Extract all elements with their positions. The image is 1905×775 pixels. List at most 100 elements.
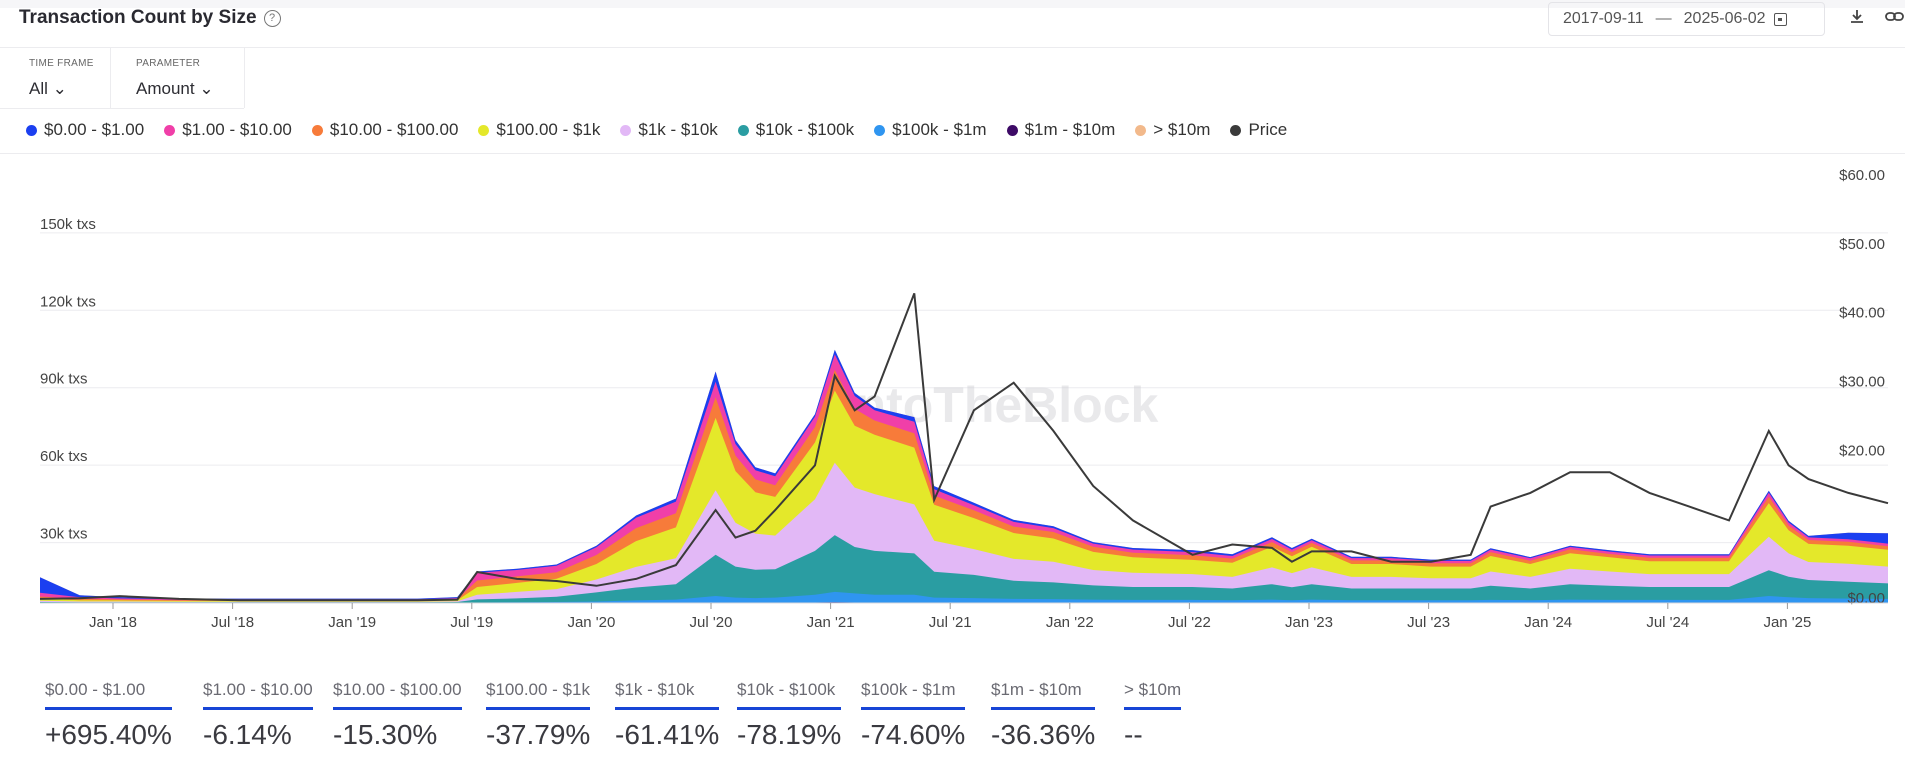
y-right-tick-label: $50.00 xyxy=(1839,236,1885,253)
legend-label: $1k - $10k xyxy=(638,120,718,139)
y-left-tick-label: 30k txs xyxy=(40,526,88,543)
stat-value: -61.41% xyxy=(615,719,720,750)
stat-card: $1k - $10k -61.41% xyxy=(615,680,720,751)
legend-dot-icon xyxy=(737,124,749,136)
legend-label: Price xyxy=(1248,120,1288,139)
legend-item[interactable]: $10k - $100k xyxy=(737,120,855,140)
date-separator: — xyxy=(1655,10,1672,27)
timeframe-select[interactable]: All ⌄ xyxy=(29,79,67,99)
legend-label: $0.00 - $1.00 xyxy=(44,120,145,139)
legend-label: $100.00 - $1k xyxy=(496,120,601,139)
top-strip xyxy=(0,0,1905,8)
parameter-box xyxy=(110,48,245,108)
stat-label: $1m - $10m xyxy=(991,680,1096,710)
stat-card: $1.00 - $10.00 -6.14% xyxy=(203,680,313,751)
x-tick-label: Jan '18 xyxy=(89,614,137,631)
stat-card: $1m - $10m -36.36% xyxy=(991,680,1096,751)
legend-item[interactable]: $100k - $1m xyxy=(874,120,987,140)
stat-card: $100.00 - $1k -37.79% xyxy=(486,680,591,751)
stat-value: -74.60% xyxy=(861,719,966,750)
x-tick-label: Jul '19 xyxy=(450,614,493,631)
x-tick-label: Jul '20 xyxy=(690,614,733,631)
legend-dot-icon xyxy=(1230,124,1242,136)
stat-card: $10k - $100k -78.19% xyxy=(737,680,842,751)
x-tick-label: Jan '22 xyxy=(1046,614,1094,631)
legend-item[interactable]: Price xyxy=(1230,120,1287,140)
y-left-tick-label: 60k txs xyxy=(40,448,88,465)
stat-label: $100k - $1m xyxy=(861,680,966,710)
stat-card: $0.00 - $1.00 +695.40% xyxy=(45,680,172,751)
area--100k-1m xyxy=(40,591,1888,603)
x-tick-label: Jan '20 xyxy=(567,614,615,631)
timeframe-label: TIME FRAME xyxy=(29,58,94,69)
legend-dot-icon xyxy=(164,124,176,136)
date-to[interactable]: 2025-06-02 xyxy=(1683,10,1766,27)
legend-label: $1m - $10m xyxy=(1024,120,1116,139)
legend-dot-icon xyxy=(478,124,490,136)
y-left-tick-label: 150k txs xyxy=(40,216,96,233)
stat-label: $0.00 - $1.00 xyxy=(45,680,172,710)
legend-dot-icon xyxy=(1135,124,1147,136)
legend-label: $10.00 - $100.00 xyxy=(329,120,459,139)
price-line xyxy=(39,292,1889,602)
legend-item[interactable]: $100.00 - $1k xyxy=(478,120,600,140)
x-tick-label: Jan '19 xyxy=(328,614,376,631)
legend-item[interactable]: > $10m xyxy=(1135,120,1210,140)
y-right-tick-label: $60.00 xyxy=(1839,167,1885,184)
timeframe-value: All xyxy=(29,79,48,98)
stat-value: -78.19% xyxy=(737,719,842,750)
legend-item[interactable]: $1m - $10m xyxy=(1006,120,1116,140)
divider xyxy=(0,153,1905,154)
date-from[interactable]: 2017-09-11 xyxy=(1563,10,1644,27)
area--10k-100k xyxy=(40,535,1888,603)
stat-value: -- xyxy=(1124,719,1143,750)
stat-card: > $10m -- xyxy=(1124,680,1182,751)
divider xyxy=(0,108,244,109)
divider xyxy=(0,47,1905,48)
stat-label: > $10m xyxy=(1124,680,1182,710)
legend-item[interactable]: $0.00 - $1.00 xyxy=(26,120,144,140)
parameter-label: PARAMETER xyxy=(136,58,201,69)
x-tick-label: Jan '24 xyxy=(1524,614,1572,631)
help-icon[interactable]: ? xyxy=(263,9,281,27)
legend-dot-icon xyxy=(620,124,632,136)
title-text: Transaction Count by Size xyxy=(19,7,257,28)
x-tick-label: Jul '21 xyxy=(929,614,972,631)
stat-label: $10k - $100k xyxy=(737,680,842,710)
stat-value: +695.40% xyxy=(45,719,172,750)
stat-value: -37.79% xyxy=(486,719,591,750)
x-tick-label: Jan '23 xyxy=(1285,614,1333,631)
stat-card: $100k - $1m -74.60% xyxy=(861,680,966,751)
x-tick-label: Jul '22 xyxy=(1168,614,1211,631)
stat-label: $1.00 - $10.00 xyxy=(203,680,313,710)
legend-label: $10k - $100k xyxy=(755,120,855,139)
download-icon[interactable] xyxy=(1848,8,1866,31)
y-left-tick-label: 90k txs xyxy=(40,371,88,388)
stat-value: -6.14% xyxy=(203,719,292,750)
x-tick-label: Jul '24 xyxy=(1646,614,1689,631)
calendar-icon[interactable] xyxy=(1773,12,1787,26)
y-right-tick-label: $20.00 xyxy=(1839,442,1885,459)
stat-value: -36.36% xyxy=(991,719,1096,750)
legend-dot-icon xyxy=(874,124,886,136)
stat-card: $10.00 - $100.00 -15.30% xyxy=(333,680,462,751)
stat-value: -15.30% xyxy=(333,719,438,750)
legend-dot-icon xyxy=(1006,124,1018,136)
legend-label: $1.00 - $10.00 xyxy=(182,120,292,139)
legend-item[interactable]: $1k - $10k xyxy=(620,120,718,140)
x-tick-label: Jan '21 xyxy=(807,614,855,631)
page-title: Transaction Count by Size ? xyxy=(19,7,281,29)
legend-item[interactable]: $10.00 - $100.00 xyxy=(311,120,459,140)
x-tick-label: Jul '18 xyxy=(211,614,254,631)
y-right-tick-label: $40.00 xyxy=(1839,305,1885,322)
date-range-picker[interactable]: 2017-09-11 — 2025-06-02 xyxy=(1548,2,1825,36)
legend-item[interactable]: $1.00 - $10.00 xyxy=(164,120,292,140)
x-tick-label: Jul '23 xyxy=(1407,614,1450,631)
parameter-select[interactable]: Amount ⌄ xyxy=(136,79,214,99)
legend-label: > $10m xyxy=(1153,120,1211,139)
link-icon[interactable] xyxy=(1885,8,1905,31)
legend-dot-icon xyxy=(26,124,37,136)
stat-label: $10.00 - $100.00 xyxy=(333,680,462,710)
chevron-down-icon: ⌄ xyxy=(199,79,214,98)
